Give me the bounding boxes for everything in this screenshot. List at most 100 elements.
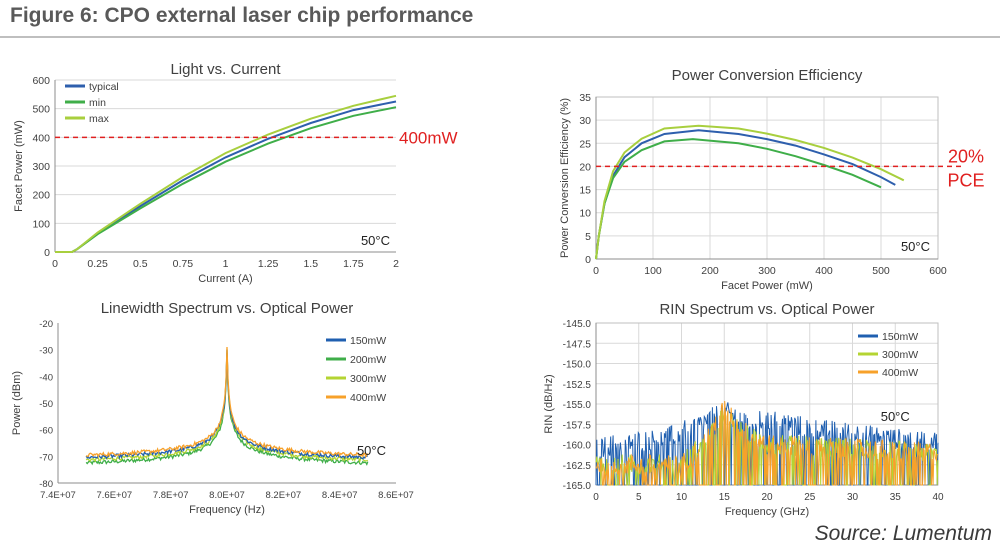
series-line-min xyxy=(55,106,397,253)
series-line-min xyxy=(595,138,882,260)
y-tick-label: -152.5 xyxy=(563,380,592,391)
x-tick-label: 7.6E+07 xyxy=(96,490,132,501)
x-tick-label: 1 xyxy=(223,258,229,270)
y-axis-label: Facet Power (mW) xyxy=(13,120,25,212)
y-tick-label: -147.5 xyxy=(563,339,592,350)
y-tick-label: 300 xyxy=(32,161,50,173)
figure-title: Figure 6: CPO external laser chip perfor… xyxy=(10,4,474,27)
x-tick-label: 20 xyxy=(761,492,773,503)
x-tick-label: 0.75 xyxy=(173,258,194,270)
chart-title: Light vs. Current xyxy=(170,61,281,78)
temperature-annotation: 50°C xyxy=(357,443,386,458)
y-tick-label: 100 xyxy=(32,218,50,230)
legend-label-300mW: 300mW xyxy=(350,373,386,385)
y-tick-label: 0 xyxy=(585,254,591,266)
threshold-label-value: 20% xyxy=(948,146,984,166)
y-tick-label: -162.5 xyxy=(563,461,592,472)
x-tick-label: 600 xyxy=(929,265,947,277)
x-axis-label: Current (A) xyxy=(198,273,252,285)
legend-label-min: min xyxy=(89,97,106,109)
x-tick-label: 0 xyxy=(593,265,599,277)
legend-label-150mW: 150mW xyxy=(350,335,386,347)
series-line-max xyxy=(55,94,397,253)
y-tick-label: 600 xyxy=(32,75,50,87)
x-tick-label: 7.4E+07 xyxy=(40,490,76,501)
x-tick-label: 0 xyxy=(593,492,599,503)
legend-label-400mW: 400mW xyxy=(350,392,386,404)
y-tick-label: -30 xyxy=(39,346,53,357)
temperature-annotation: 50°C xyxy=(901,239,930,254)
y-tick-label: -165.0 xyxy=(563,481,592,492)
chart-linewidth-spectrum: Linewidth Spectrum vs. Optical Power 7.4E… xyxy=(11,300,414,516)
x-tick-label: 100 xyxy=(644,265,662,277)
y-tick-label: 200 xyxy=(32,190,50,202)
x-tick-label: 10 xyxy=(676,492,688,503)
temperature-annotation: 50°C xyxy=(881,409,910,424)
chart-title: RIN Spectrum vs. Optical Power xyxy=(659,301,874,318)
x-tick-label: 500 xyxy=(872,265,890,277)
x-tick-label: 35 xyxy=(890,492,902,503)
legend-label-typical: typical xyxy=(89,81,119,93)
y-axis-label: Power Conversion Efficiency (%) xyxy=(559,98,571,258)
chart-title: Linewidth Spectrum vs. Optical Power xyxy=(101,300,354,317)
x-tick-label: 15 xyxy=(719,492,731,503)
x-tick-label: 7.8E+07 xyxy=(153,490,189,501)
y-tick-label: 0 xyxy=(44,247,50,259)
y-tick-label: 35 xyxy=(579,92,591,104)
temperature-annotation: 50°C xyxy=(361,233,390,248)
y-tick-label: 30 xyxy=(579,115,591,127)
series-line-150mW xyxy=(595,402,939,486)
threshold-label: 400mW xyxy=(399,128,458,147)
series-line-max xyxy=(595,124,905,260)
x-tick-label: 400 xyxy=(815,265,833,277)
x-tick-label: 0 xyxy=(52,258,58,270)
y-tick-label: -160.0 xyxy=(563,441,592,452)
y-axis-label: Power (dBm) xyxy=(11,371,23,435)
x-tick-label: 300 xyxy=(758,265,776,277)
y-tick-label: -40 xyxy=(39,372,53,383)
x-tick-label: 0.5 xyxy=(133,258,148,270)
y-tick-label: -157.5 xyxy=(563,420,592,431)
x-tick-label: 1.5 xyxy=(303,258,318,270)
y-tick-label: 5 xyxy=(585,231,591,243)
x-axis-label: Frequency (GHz) xyxy=(725,506,809,518)
y-tick-label: 500 xyxy=(32,104,50,116)
x-tick-label: 200 xyxy=(701,265,719,277)
y-axis-label: RIN (dB/Hz) xyxy=(543,374,555,433)
y-tick-label: -60 xyxy=(39,426,53,437)
x-tick-label: 8.0E+07 xyxy=(209,490,245,501)
legend-label-150mW: 150mW xyxy=(882,331,918,343)
x-tick-label: 1.25 xyxy=(258,258,279,270)
threshold-label-unit: PCE xyxy=(947,170,984,190)
y-tick-label: 15 xyxy=(579,185,591,197)
legend-label-300mW: 300mW xyxy=(882,349,918,361)
y-tick-label: -145.0 xyxy=(563,319,592,330)
source-caption: Source: Lumentum xyxy=(814,522,992,545)
x-axis-label: Facet Power (mW) xyxy=(721,280,813,292)
y-tick-label: 10 xyxy=(579,208,591,220)
x-tick-label: 8.4E+07 xyxy=(322,490,358,501)
chart-rin-spectrum: RIN Spectrum vs. Optical Power 0 5 10 15 20 25… xyxy=(543,301,944,518)
x-tick-label: 0.25 xyxy=(87,258,108,270)
y-tick-label: -155.0 xyxy=(563,400,592,411)
title-divider xyxy=(0,36,1000,38)
series-line-400mW xyxy=(595,400,939,486)
series-line-400mW xyxy=(85,346,369,459)
y-tick-label: 20 xyxy=(579,161,591,173)
y-tick-label: 25 xyxy=(579,138,591,150)
y-tick-label: -80 xyxy=(39,479,53,490)
y-tick-label: -50 xyxy=(39,399,53,410)
x-axis-label: Frequency (Hz) xyxy=(189,504,265,516)
x-tick-label: 5 xyxy=(636,492,642,503)
y-tick-label: -20 xyxy=(39,319,53,330)
legend-label-max: max xyxy=(89,113,110,125)
x-tick-label: 8.2E+07 xyxy=(265,490,301,501)
chart-light-vs-current: Light vs. Current 0 0.25 0.5 0.75 1 1.25 1.5 1.7… xyxy=(13,61,458,285)
y-tick-label: -150.0 xyxy=(563,360,592,371)
x-tick-label: 8.6E+07 xyxy=(378,490,414,501)
x-tick-label: 2 xyxy=(393,258,399,270)
chart-title: Power Conversion Efficiency xyxy=(672,67,863,84)
y-tick-label: -70 xyxy=(39,452,53,463)
legend-label-200mW: 200mW xyxy=(350,354,386,366)
x-tick-label: 1.75 xyxy=(343,258,364,270)
